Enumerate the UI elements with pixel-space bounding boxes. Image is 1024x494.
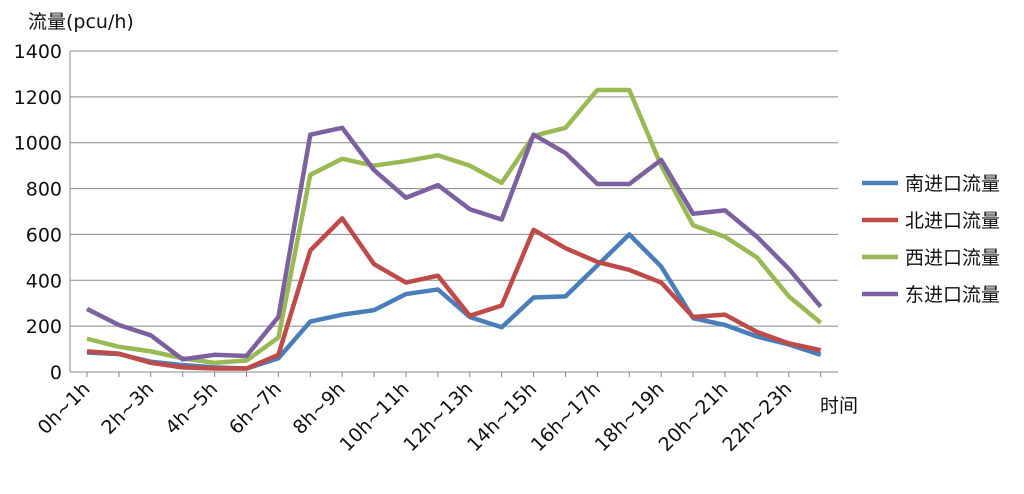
x-tick-label: 0h~1h <box>34 378 95 439</box>
y-tick-label: 1200 <box>14 87 62 109</box>
y-tick-label: 800 <box>26 179 62 201</box>
series-line <box>86 232 822 371</box>
y-tick-label: 1400 <box>14 41 62 63</box>
legend-label: 西进口流量 <box>905 247 1000 269</box>
legend-label: 东进口流量 <box>905 284 1000 306</box>
x-tick-label: 2h~3h <box>97 378 158 439</box>
x-tick-label: 6h~7h <box>225 378 286 439</box>
series-line <box>86 216 822 371</box>
y-tick-label: 0 <box>50 362 62 384</box>
legend-label: 北进口流量 <box>905 210 1000 232</box>
y-tick-label: 600 <box>26 224 62 246</box>
y-tick-label: 1000 <box>14 133 62 155</box>
series-line <box>85 125 823 362</box>
x-tick-label: 4h~5h <box>161 378 222 439</box>
x-axis-label: 时间 <box>820 395 858 417</box>
y-axis-label: 流量(pcu/h) <box>28 11 134 33</box>
series-line <box>86 87 823 366</box>
x-tick-label: 8h~9h <box>289 378 350 439</box>
y-tick-label: 400 <box>26 270 62 292</box>
y-tick-label: 200 <box>26 316 62 338</box>
x-tick-label: 22h~23h <box>718 378 796 456</box>
legend-label: 南进口流量 <box>905 173 1000 195</box>
